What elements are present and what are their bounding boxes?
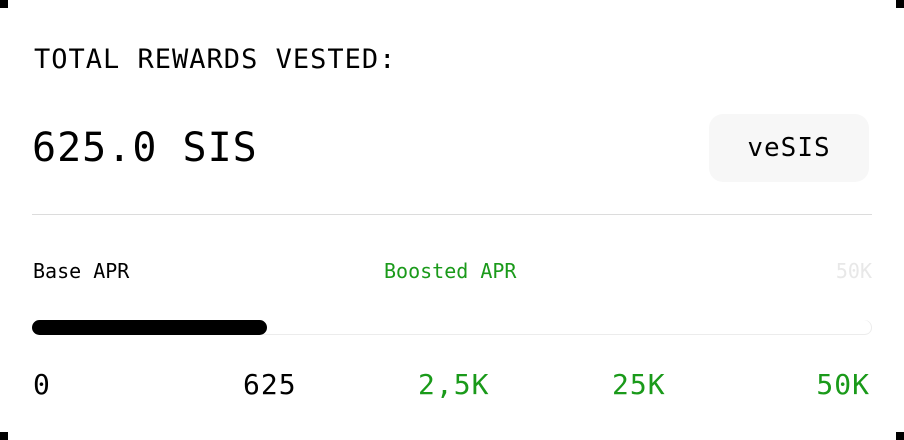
tick-label: 625 xyxy=(243,368,297,401)
tick-label: 25K xyxy=(612,368,666,401)
corner-mark xyxy=(896,0,904,8)
progress-track xyxy=(32,320,872,335)
max-apr-label: 50K xyxy=(835,259,872,283)
tick-label: 0 xyxy=(33,368,51,401)
progress-fill xyxy=(32,320,267,335)
corner-mark xyxy=(896,432,904,440)
divider xyxy=(32,214,872,215)
corner-mark xyxy=(0,0,8,8)
boosted-apr-label: Boosted APR xyxy=(384,259,517,283)
base-apr-label: Base APR xyxy=(33,259,130,283)
rewards-title: TOTAL REWARDS VESTED: xyxy=(34,44,397,75)
corner-mark xyxy=(0,432,8,440)
rewards-amount: 625.0 SIS xyxy=(32,125,258,171)
tick-label: 50K xyxy=(816,368,870,401)
token-button[interactable]: veSIS xyxy=(709,114,869,182)
tick-label: 2,5K xyxy=(418,368,490,401)
